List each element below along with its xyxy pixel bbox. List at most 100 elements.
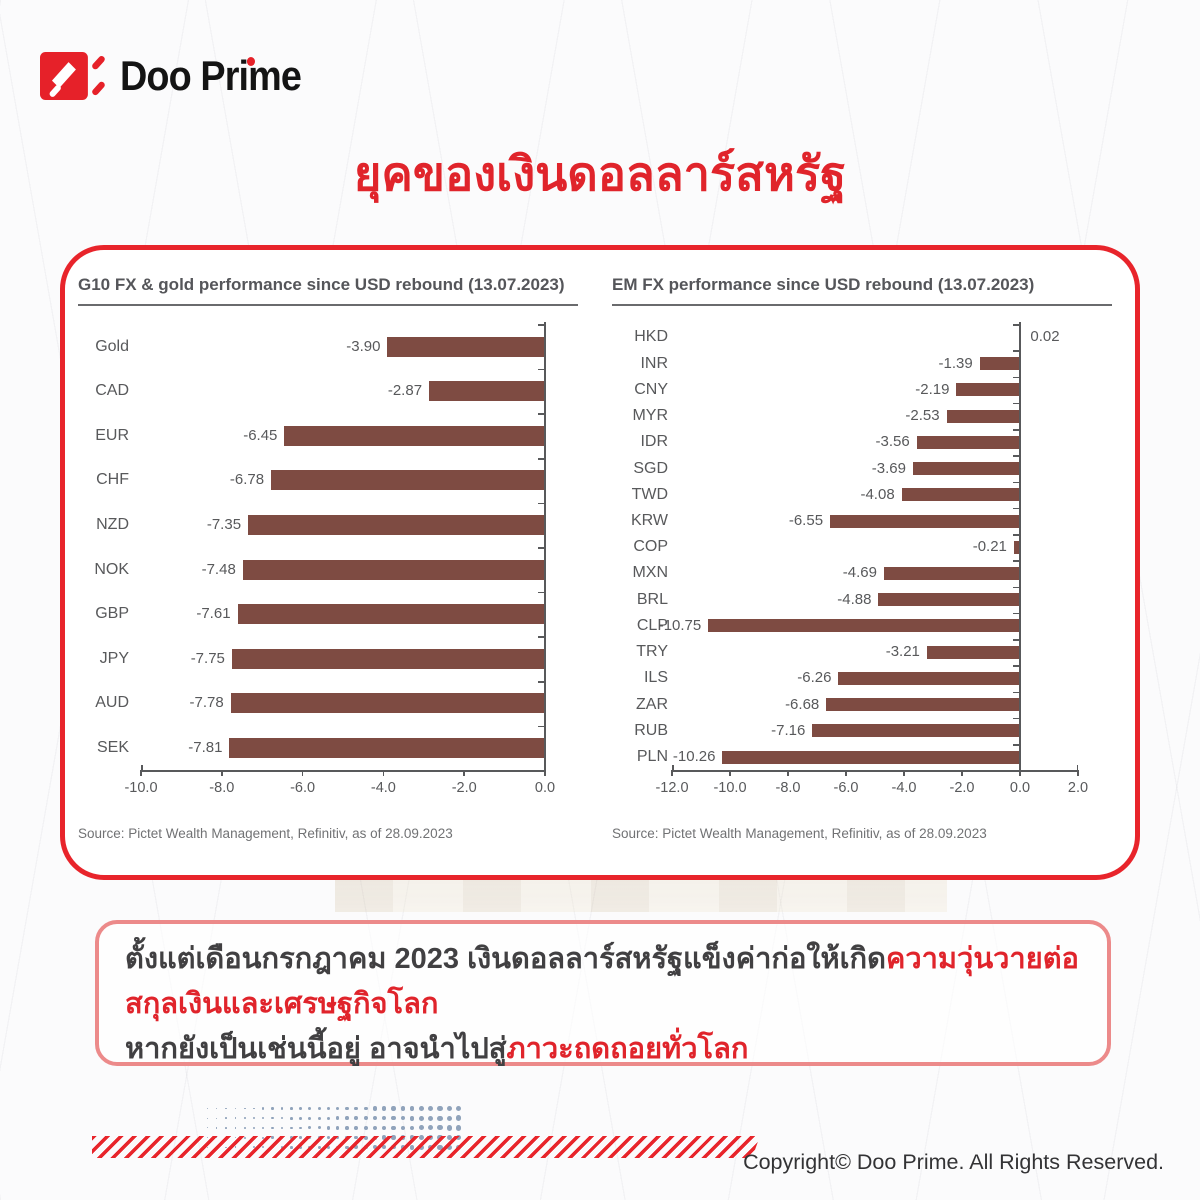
category-label: AUD xyxy=(95,694,129,712)
dot xyxy=(271,1117,274,1120)
bar-value-label: -7.75 xyxy=(190,649,225,667)
dot xyxy=(345,1116,349,1120)
bar-value-label: -4.69 xyxy=(842,564,877,582)
bar-value-label: -7.16 xyxy=(771,721,806,739)
category-label: INR xyxy=(640,354,668,372)
g10-source-text: Source: Pictet Wealth Management, Refini… xyxy=(78,826,453,842)
category-label: CNY xyxy=(634,380,668,398)
category-label: NOK xyxy=(94,560,129,578)
zero-axis-row-tick xyxy=(1013,691,1020,694)
zero-axis-row-tick xyxy=(538,636,545,638)
dot xyxy=(354,1126,359,1130)
bar xyxy=(956,383,1020,397)
zero-axis-row-tick xyxy=(1013,665,1020,667)
zero-axis-row-tick xyxy=(538,547,545,549)
zero-axis-row-tick xyxy=(1013,376,1020,379)
bar xyxy=(237,604,545,625)
zero-axis-line xyxy=(544,322,546,771)
dot xyxy=(280,1107,284,1110)
x-tick xyxy=(903,770,905,777)
dot xyxy=(326,1126,331,1130)
dot xyxy=(225,1117,227,1119)
note-line: หากยังเป็นเช่นนี้อยู่ อาจนำไปสู่ภาวะถดถอ… xyxy=(125,1027,1081,1072)
bar-value-label: -7.35 xyxy=(206,515,242,533)
dot xyxy=(225,1107,227,1110)
x-tick-label: -4.0 xyxy=(370,780,396,797)
bar-value-label: -2.87 xyxy=(387,382,423,400)
bar xyxy=(429,381,545,402)
category-label: TWD xyxy=(631,485,668,503)
dot xyxy=(253,1107,255,1110)
bar xyxy=(387,336,545,357)
doo-prime-logo: Doo Prime xyxy=(40,50,321,102)
x-tick xyxy=(1077,770,1079,777)
dot xyxy=(455,1105,462,1112)
dot xyxy=(289,1107,293,1110)
x-tick-label: -10.0 xyxy=(124,780,158,797)
dot xyxy=(216,1127,218,1129)
bar-value-label: -6.68 xyxy=(785,695,820,713)
page-title: ยุคของเงินดอลลาร์สหรัฐ xyxy=(353,147,847,200)
bar xyxy=(248,514,545,535)
dot xyxy=(234,1117,237,1120)
category-label: MXN xyxy=(632,564,668,582)
dot xyxy=(206,1107,209,1110)
zero-axis-row-tick xyxy=(1013,481,1020,484)
bar xyxy=(1013,540,1020,554)
dot xyxy=(262,1126,265,1129)
bar xyxy=(231,648,545,669)
hatched-stripe-decoration xyxy=(92,1136,760,1158)
x-tick-label: -12.0 xyxy=(655,780,689,797)
bar xyxy=(926,645,1020,659)
x-axis-end-tick xyxy=(141,765,143,771)
category-label: CLP xyxy=(636,616,668,634)
dot xyxy=(437,1105,443,1112)
bar xyxy=(979,357,1020,371)
bar xyxy=(901,488,1020,502)
dot xyxy=(391,1125,396,1131)
dot xyxy=(437,1125,443,1131)
bar-value-label: -6.78 xyxy=(229,471,265,489)
dot xyxy=(206,1127,209,1129)
bar-value-label: -7.61 xyxy=(196,605,231,623)
x-tick xyxy=(729,770,731,777)
bar-value-label: -0.21 xyxy=(972,538,1007,556)
dot xyxy=(400,1106,406,1111)
bar xyxy=(946,409,1020,423)
zero-axis-row-tick xyxy=(1013,402,1020,405)
bar-value-label: -4.88 xyxy=(837,590,872,608)
x-tick-label: -10.0 xyxy=(713,780,747,797)
category-label: HKD xyxy=(634,328,668,346)
brand-name-text: Doo Prime xyxy=(120,52,302,99)
x-tick-label: -6.0 xyxy=(833,780,859,797)
x-tick xyxy=(463,770,465,777)
category-label: MYR xyxy=(632,407,668,425)
bar-value-label: -6.26 xyxy=(797,669,832,687)
em-chart-panel: EM FX performance since USD rebound (13.… xyxy=(612,274,1112,841)
bar-value-label: 0.02 xyxy=(1030,328,1060,346)
bar-value-label: -3.90 xyxy=(346,337,381,355)
category-label: SEK xyxy=(96,738,129,756)
category-label: ZAR xyxy=(636,695,668,713)
x-axis-end-tick xyxy=(1076,765,1078,771)
x-tick-label: 2.0 xyxy=(1067,780,1089,797)
em-chart-title: EM FX performance since USD rebound (13.… xyxy=(612,274,1112,307)
zero-axis-line xyxy=(1019,322,1021,771)
zero-axis-row-tick xyxy=(538,413,545,415)
bar-value-label: -7.81 xyxy=(188,738,223,756)
zero-axis-row-tick xyxy=(1013,324,1020,326)
category-label: BRL xyxy=(636,590,668,608)
dot xyxy=(335,1106,340,1111)
dot xyxy=(308,1126,312,1130)
dot xyxy=(418,1125,424,1131)
zero-axis-row-tick xyxy=(1013,612,1020,615)
category-label: SGD xyxy=(633,459,668,477)
brand-wordmark: Doo Prime xyxy=(120,50,302,102)
dot xyxy=(345,1126,349,1130)
x-tick xyxy=(544,770,546,777)
dot xyxy=(400,1125,406,1131)
dot xyxy=(317,1106,321,1111)
dot xyxy=(243,1126,246,1129)
x-axis-line xyxy=(672,770,1078,772)
note-line: ตั้งแต่เดือนกรกฎาคม 2023 เงินดอลลาร์สหรั… xyxy=(125,937,1081,982)
